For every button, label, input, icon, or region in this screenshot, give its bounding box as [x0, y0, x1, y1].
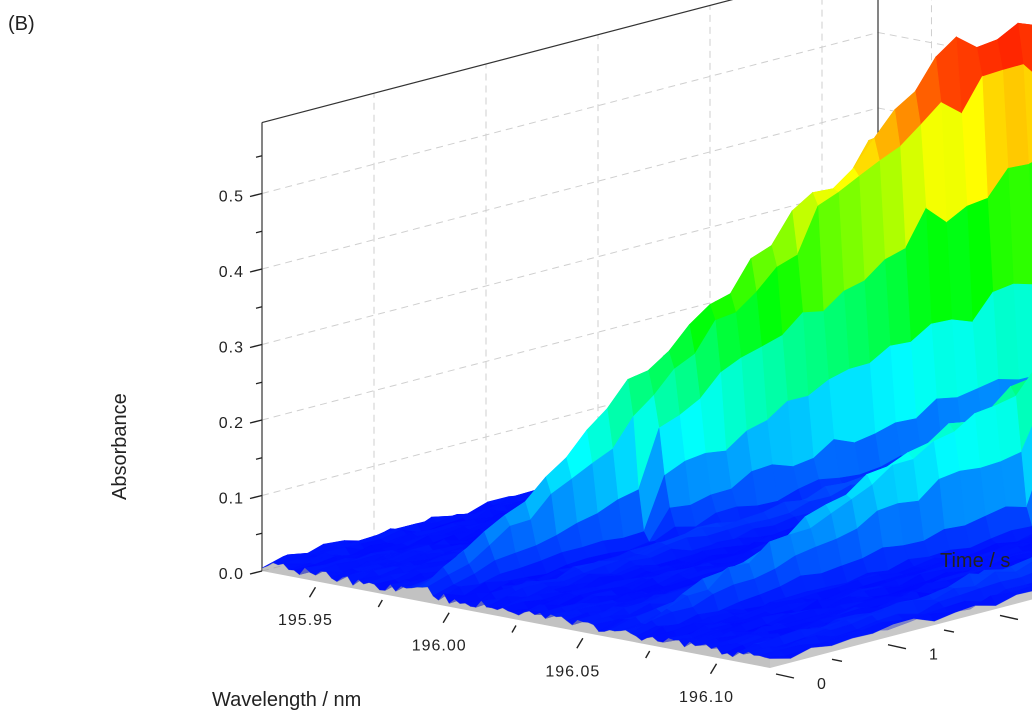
grid-line — [261, 107, 879, 270]
y-tick — [999, 614, 1019, 621]
surface-plot — [261, 22, 1032, 668]
surface-skirt-right — [770, 591, 1032, 668]
z-minor-tick — [255, 457, 263, 460]
z-tick-label: 0.1 — [219, 491, 244, 508]
y-tick — [887, 644, 907, 650]
surface-skirt-front — [262, 562, 770, 668]
x-tick — [442, 612, 450, 624]
z-minor-tick — [255, 155, 263, 158]
x-tick-label: 196.05 — [545, 663, 600, 680]
z-tick — [249, 570, 263, 575]
x-minor-tick — [377, 599, 383, 608]
x-tick — [709, 663, 718, 675]
x-tick-label: 196.00 — [412, 638, 467, 655]
z-tick — [249, 268, 263, 273]
z-tick — [249, 343, 263, 349]
x-tick-label: 196.10 — [679, 689, 734, 706]
z-tick-label: 0.0 — [219, 566, 244, 583]
grid-line — [261, 32, 879, 194]
chart-axes: 0.0 0.1 0.2 0.3 0.4 0.5 195.95 196.00 196.05 196.… — [219, 155, 1019, 706]
x-axis-title: Wavelength / nm — [212, 689, 361, 711]
z-tick — [249, 494, 263, 500]
z-minor-tick — [255, 381, 263, 385]
z-tick-label: 0.5 — [219, 189, 244, 206]
y-tick-label: 0 — [817, 676, 827, 693]
z-tick-label: 0.3 — [219, 340, 244, 357]
grid-line — [261, 183, 879, 345]
z-tick-label: 0.2 — [219, 415, 244, 432]
x-minor-tick — [511, 625, 517, 633]
z-tick — [249, 192, 263, 198]
z-axis-title: Absorbance — [109, 393, 131, 500]
z-minor-tick — [255, 230, 263, 234]
z-tick — [249, 419, 263, 424]
x-minor-tick — [645, 650, 651, 659]
frame-edge — [261, 0, 734, 124]
x-tick — [576, 637, 584, 649]
z-minor-tick — [255, 306, 263, 309]
z-tick-label: 0.4 — [219, 264, 244, 281]
panel-label: (B) — [8, 13, 35, 35]
y-tick-label: 1 — [929, 647, 939, 664]
z-minor-tick — [255, 532, 263, 536]
y-minor-tick — [943, 629, 955, 633]
x-tick — [308, 586, 317, 598]
x-tick-label: 195.95 — [278, 612, 333, 629]
y-minor-tick — [831, 658, 843, 663]
y-tick — [775, 673, 795, 679]
y-axis-title: Time / s — [940, 550, 1010, 572]
